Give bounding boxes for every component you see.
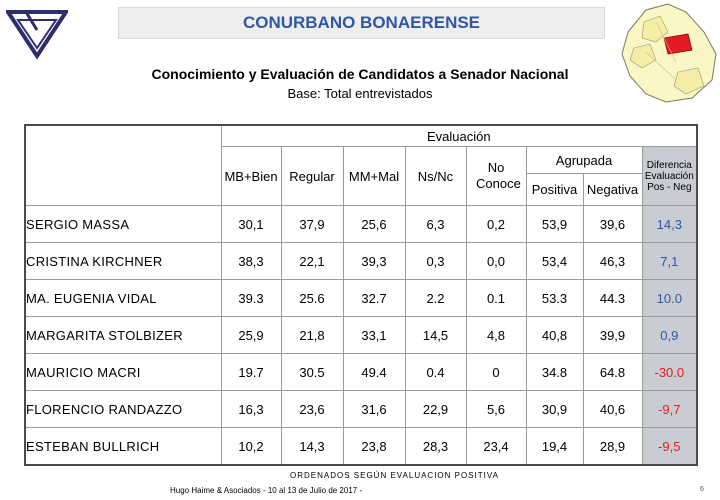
footer-order-note: ORDENADOS SEGÚN EVALUACION POSITIVA	[290, 471, 499, 480]
cell-no-conoce: 0,0	[465, 242, 527, 280]
title-bar: CONURBANO BONAERENSE	[118, 7, 605, 39]
col-header-mm-mal: MM+Mal	[342, 146, 406, 206]
cell-no-conoce: 0.1	[465, 279, 527, 317]
cell-diferencia: 10.0	[641, 279, 698, 317]
cell-negativa: 44.3	[582, 279, 643, 317]
col-header-mb-bien: MB+Bien	[220, 146, 282, 206]
cell-ns-nc: 28,3	[404, 427, 467, 466]
cell-negativa: 64.8	[582, 353, 643, 391]
cell-mm-mal: 23,8	[342, 427, 406, 466]
candidate-name: MARGARITA STOLBIZER	[24, 316, 222, 354]
col-header-agrupada: Agrupada	[525, 146, 643, 174]
cell-positiva: 30,9	[525, 390, 584, 428]
cell-mm-mal: 25,6	[342, 205, 406, 243]
candidate-name: SERGIO MASSA	[24, 205, 222, 243]
cell-mb-bien: 19.7	[220, 353, 282, 391]
table-row: MARGARITA STOLBIZER 25,9 21,8 33,1 14,5 4,8 40…	[24, 316, 698, 354]
report-subtitle: Conocimiento y Evaluación de Candidatos …	[151, 66, 569, 82]
cell-ns-nc: 14,5	[404, 316, 467, 354]
col-header-diferencia: Diferencia Evaluación Pos - Neg	[641, 146, 698, 206]
cell-mb-bien: 10,2	[220, 427, 282, 466]
conurbano-map-icon	[621, 3, 717, 103]
page-title: CONURBANO BONAERENSE	[242, 13, 481, 32]
cell-positiva: 53.3	[525, 279, 584, 317]
cell-negativa: 46,3	[582, 242, 643, 280]
col-header-negativa: Negativa	[582, 173, 643, 206]
cell-regular: 37,9	[280, 205, 344, 243]
cell-ns-nc: 2.2	[404, 279, 467, 317]
cell-negativa: 39,6	[582, 205, 643, 243]
table-row: MA. EUGENIA VIDAL 39.3 25.6 32.7 2.2 0.1 53.3 4…	[24, 279, 698, 317]
cell-ns-nc: 0.4	[404, 353, 467, 391]
candidate-name: FLORENCIO RANDAZZO	[24, 390, 222, 428]
candidate-name: CRISTINA KIRCHNER	[24, 242, 222, 280]
cell-regular: 30.5	[280, 353, 344, 391]
candidates-table: Evaluación MB+Bien Regular MM+Mal Ns/Nc …	[24, 124, 699, 466]
cell-no-conoce: 0	[465, 353, 527, 391]
footer-source: Hugo Haime & Asociados - 10 al 13 de Jul…	[170, 486, 363, 495]
cell-no-conoce: 0,2	[465, 205, 527, 243]
cell-mm-mal: 39,3	[342, 242, 406, 280]
cell-regular: 23,6	[280, 390, 344, 428]
col-header-positiva: Positiva	[525, 173, 584, 206]
cell-negativa: 28,9	[582, 427, 643, 466]
cell-mb-bien: 25,9	[220, 316, 282, 354]
cell-positiva: 53,9	[525, 205, 584, 243]
candidate-name: ESTEBAN BULLRICH	[24, 427, 222, 466]
cell-mb-bien: 16,3	[220, 390, 282, 428]
cell-regular: 25.6	[280, 279, 344, 317]
cell-mm-mal: 32.7	[342, 279, 406, 317]
cell-negativa: 40,6	[582, 390, 643, 428]
cell-diferencia: -9,7	[641, 390, 698, 428]
cell-positiva: 53,4	[525, 242, 584, 280]
col-header-regular: Regular	[280, 146, 344, 206]
table-row: SERGIO MASSA 30,1 37,9 25,6 6,3 0,2 53,9 39,6 14…	[24, 205, 698, 243]
cell-positiva: 19,4	[525, 427, 584, 466]
cell-mb-bien: 38,3	[220, 242, 282, 280]
evaluacion-header: Evaluación	[220, 124, 698, 147]
cell-diferencia: 0,9	[641, 316, 698, 354]
col-header-no-conoce: No Conoce	[465, 146, 527, 206]
cell-mb-bien: 39.3	[220, 279, 282, 317]
candidate-name: MA. EUGENIA VIDAL	[24, 279, 222, 317]
name-header-cell	[24, 124, 222, 206]
table-row: ESTEBAN BULLRICH 10,2 14,3 23,8 28,3 23,4 19,4…	[24, 427, 698, 466]
cell-ns-nc: 6,3	[404, 205, 467, 243]
cell-mm-mal: 33,1	[342, 316, 406, 354]
report-base: Base: Total entrevistados	[287, 86, 433, 101]
cell-negativa: 39,9	[582, 316, 643, 354]
cell-diferencia: 7,1	[641, 242, 698, 280]
cell-regular: 14,3	[280, 427, 344, 466]
cell-mb-bien: 30,1	[220, 205, 282, 243]
cell-diferencia: -30.0	[641, 353, 698, 391]
table-row: CRISTINA KIRCHNER 38,3 22,1 39,3 0,3 0,0 53,4 4…	[24, 242, 698, 280]
cell-no-conoce: 5,6	[465, 390, 527, 428]
cell-no-conoce: 23,4	[465, 427, 527, 466]
cell-regular: 21,8	[280, 316, 344, 354]
table-row: MAURICIO MACRI 19.7 30.5 49.4 0.4 0 34.8 64.8 -3…	[24, 353, 698, 391]
page-number: 6	[700, 486, 704, 493]
cell-ns-nc: 22,9	[404, 390, 467, 428]
col-header-ns-nc: Ns/Nc	[404, 146, 467, 206]
cell-mm-mal: 49.4	[342, 353, 406, 391]
table-row: FLORENCIO RANDAZZO 16,3 23,6 31,6 22,9 5,6 30,…	[24, 390, 698, 428]
cell-diferencia: 14,3	[641, 205, 698, 243]
cell-mm-mal: 31,6	[342, 390, 406, 428]
cell-ns-nc: 0,3	[404, 242, 467, 280]
cell-positiva: 34.8	[525, 353, 584, 391]
candidate-name: MAURICIO MACRI	[24, 353, 222, 391]
triangle-logo-icon	[6, 10, 68, 60]
cell-positiva: 40,8	[525, 316, 584, 354]
cell-regular: 22,1	[280, 242, 344, 280]
cell-no-conoce: 4,8	[465, 316, 527, 354]
cell-diferencia: -9,5	[641, 427, 698, 466]
